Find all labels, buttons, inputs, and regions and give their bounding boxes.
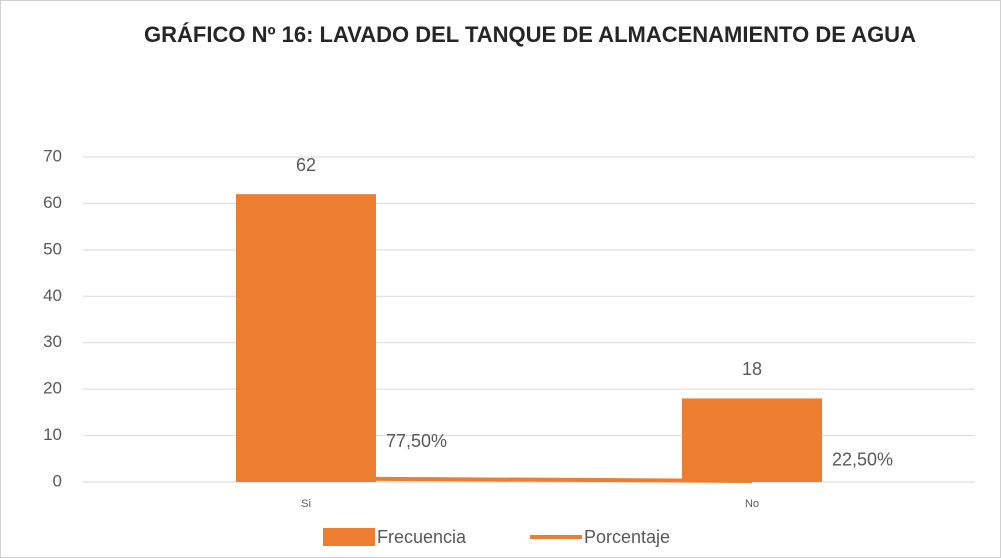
legend-label: Frecuencia — [377, 527, 467, 547]
y-tick-label: 20 — [43, 379, 62, 398]
y-tick-label: 0 — [53, 471, 62, 490]
bar — [682, 398, 822, 482]
line — [305, 476, 753, 483]
y-tick-label: 30 — [43, 332, 62, 351]
y-tick-label: 70 — [43, 146, 62, 165]
data-label: 18 — [742, 359, 762, 379]
x-tick-label: Si — [301, 498, 311, 510]
y-tick-label: 10 — [43, 425, 62, 444]
y-tick-label: 60 — [43, 193, 62, 212]
x-tick-label: No — [745, 498, 759, 510]
data-label: 22,50% — [832, 450, 893, 470]
bar — [236, 194, 376, 482]
legend-swatch — [323, 528, 375, 546]
chart-title: GRÁFICO Nº 16: LAVADO DEL TANQUE DE ALMA… — [144, 22, 916, 47]
y-tick-label: 50 — [43, 239, 62, 258]
data-label: 77,50% — [386, 431, 447, 451]
y-tick-label: 40 — [43, 286, 62, 305]
legend-label: Porcentaje — [584, 527, 670, 547]
data-label: 62 — [296, 155, 316, 175]
